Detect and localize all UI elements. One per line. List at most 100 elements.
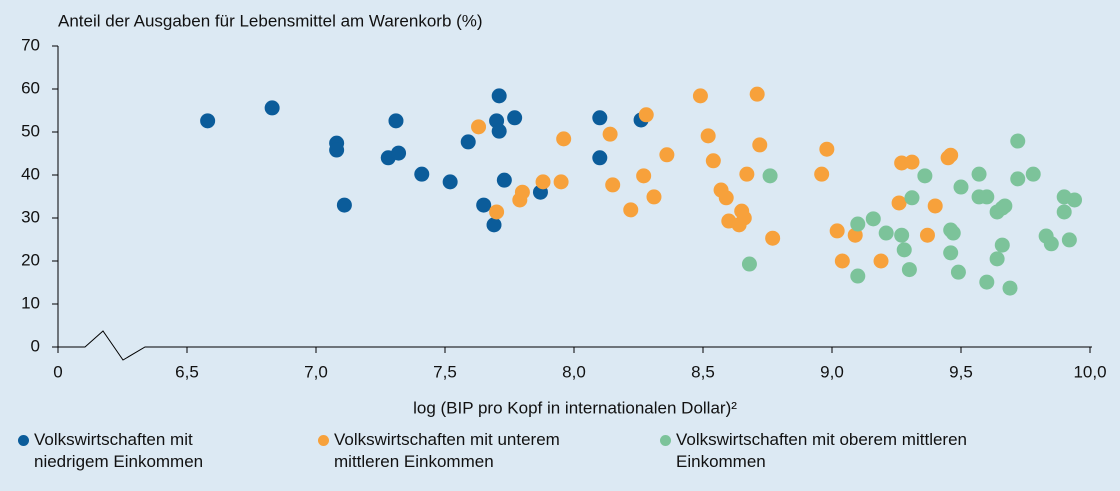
point [1025,166,1041,182]
point [1010,171,1026,187]
point [739,166,755,182]
point [535,174,551,190]
point [989,251,1005,267]
legend-label: Volkswirtschaften mit niedrigem Einkomme… [34,430,204,471]
point [834,253,850,269]
point [336,197,352,213]
point [829,223,845,239]
y-tick-label: 60 [21,78,40,97]
point [950,264,966,280]
x-tick-label: 10,0 [1073,362,1106,381]
y-tick-label: 20 [21,250,40,269]
point [971,166,987,182]
y-tick-label: 10 [21,293,40,312]
point [894,227,910,243]
point [749,86,765,102]
point [873,253,889,269]
point [623,202,639,218]
x-tick-label: 9,5 [949,362,973,381]
point [200,113,216,129]
point [865,211,881,227]
point [553,174,569,190]
point [1043,236,1059,252]
point [592,110,608,126]
point [646,189,662,205]
point [1002,280,1018,296]
x-axis-title: log (BIP pro Kopf in internationalen Dol… [413,398,737,417]
y-tick-label: 30 [21,207,40,226]
point [904,154,920,170]
point [476,197,492,213]
point [979,189,995,205]
point [927,198,943,214]
point [638,107,654,123]
point [943,245,959,261]
x-tick-label: 9,0 [820,362,844,381]
legend-marker [318,435,329,446]
point [919,227,935,243]
point [762,168,778,184]
point [442,174,458,190]
legend-marker [18,435,29,446]
point [414,166,430,182]
point [1061,232,1077,248]
point [264,100,280,116]
point [901,262,917,278]
point [943,147,959,163]
point [850,268,866,284]
point [605,177,621,193]
point [850,216,866,232]
point [592,150,608,166]
point [486,217,502,233]
point [514,184,530,200]
point [489,204,505,220]
y-tick-label: 40 [21,164,40,183]
legend-item: Volkswirtschaften mit niedrigem Einkomme… [18,429,228,473]
x-tick-label: 6,5 [175,362,199,381]
point [994,237,1010,253]
point [471,119,487,135]
point [496,172,512,188]
legend-marker [660,435,671,446]
x-tick-label: 8,5 [691,362,715,381]
x-axis-line [58,330,1092,361]
y-tick-label: 0 [31,336,40,355]
point [491,88,507,104]
y-tick-label: 50 [21,121,40,140]
point [1010,133,1026,149]
point [917,168,933,184]
point [329,142,345,158]
plot: Anteil der Ausgaben für Lebensmittel am … [21,11,1106,417]
point [700,128,716,144]
point [979,274,995,290]
point [507,110,523,126]
point [814,166,830,182]
legend-item: Volkswirtschaften mit unterem mittleren … [318,429,608,473]
point [953,179,969,195]
x-tick-label: 8,0 [562,362,586,381]
point [997,198,1013,214]
legend-label: Volkswirtschaften mit oberem mittleren E… [676,430,967,471]
point [752,137,768,153]
x-tick-label: 0 [53,362,62,381]
point [705,153,721,169]
point [1056,204,1072,220]
x-tick-label: 7,5 [433,362,457,381]
point [659,147,675,163]
point [847,227,863,243]
point [765,230,781,246]
point [891,195,907,211]
point [945,225,961,241]
point [636,168,652,184]
point [718,190,734,206]
point [819,141,835,157]
point [896,242,912,258]
point [491,123,507,139]
point [460,134,476,150]
point [736,210,752,226]
point [556,131,572,147]
point [388,113,404,129]
point [741,256,757,272]
point [878,225,894,241]
